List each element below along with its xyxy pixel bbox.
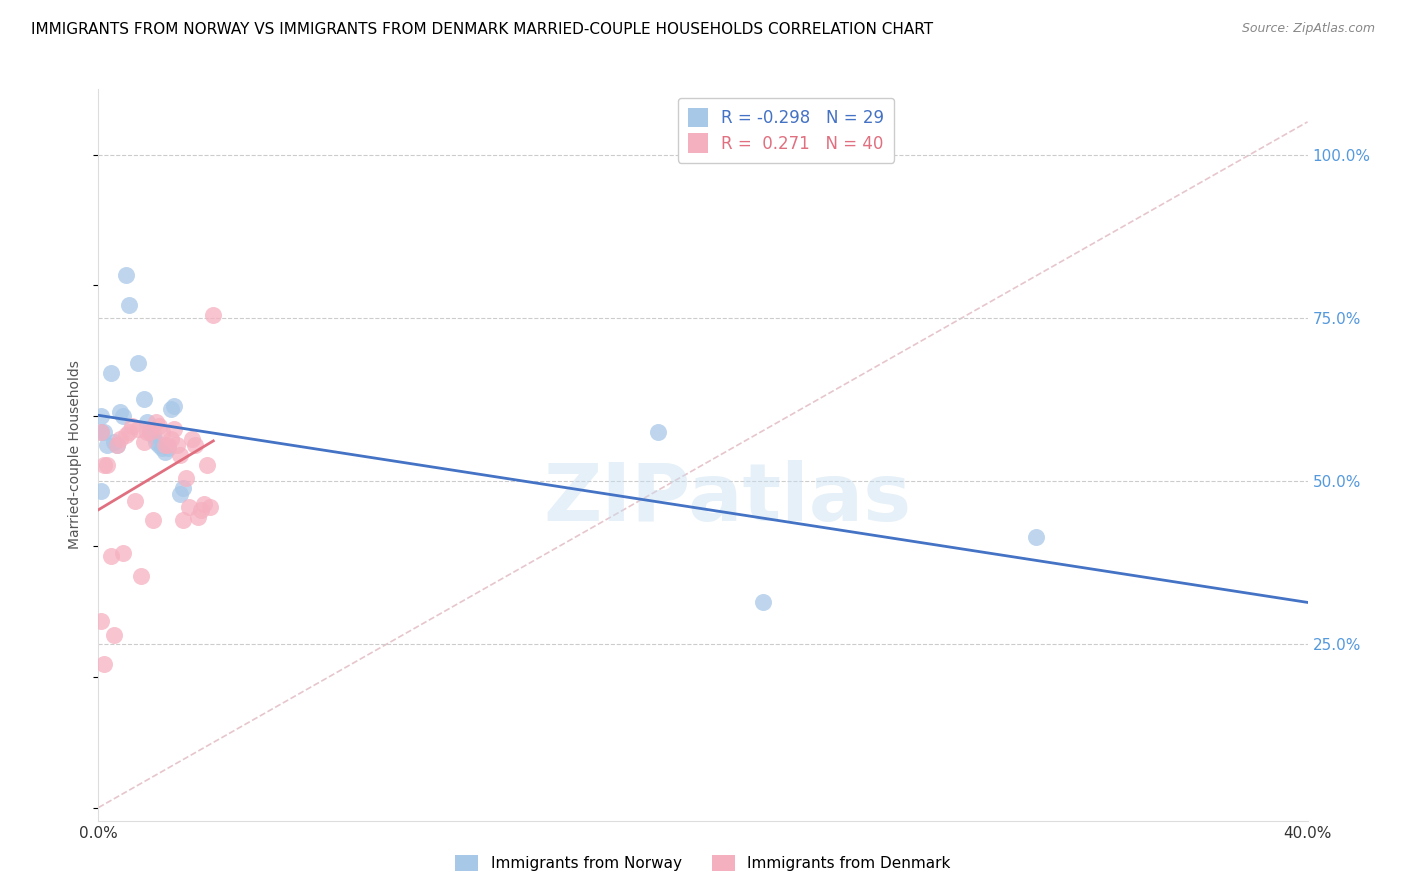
- Point: [129, 568, 152, 582]
- Point: [108, 405, 131, 419]
- Point: [190, 503, 212, 517]
- Point: [135, 425, 157, 439]
- Point: [179, 500, 201, 515]
- Text: Source: ZipAtlas.com: Source: ZipAtlas.com: [1241, 22, 1375, 36]
- Point: [752, 595, 775, 609]
- Point: [156, 438, 179, 452]
- Text: IMMIGRANTS FROM NORWAY VS IMMIGRANTS FROM DENMARK MARRIED-COUPLE HOUSEHOLDS CORR: IMMIGRANTS FROM NORWAY VS IMMIGRANTS FRO…: [31, 22, 934, 37]
- Point: [118, 425, 141, 439]
- Point: [150, 425, 173, 439]
- Point: [124, 493, 146, 508]
- Point: [139, 425, 162, 439]
- Point: [111, 409, 134, 423]
- Point: [114, 428, 136, 442]
- Point: [647, 425, 669, 439]
- Point: [93, 425, 115, 439]
- Point: [127, 422, 149, 436]
- Point: [163, 422, 186, 436]
- Point: [139, 425, 162, 439]
- Point: [105, 438, 128, 452]
- Point: [111, 546, 134, 560]
- Point: [121, 418, 143, 433]
- Point: [132, 434, 155, 449]
- Point: [127, 356, 149, 371]
- Point: [142, 428, 165, 442]
- Point: [96, 458, 118, 472]
- Point: [174, 471, 197, 485]
- Point: [153, 438, 176, 452]
- Point: [181, 432, 204, 446]
- Point: [145, 415, 167, 429]
- Point: [96, 438, 118, 452]
- Point: [166, 438, 188, 452]
- Text: ZIPatlas: ZIPatlas: [543, 459, 911, 538]
- Point: [195, 458, 218, 472]
- Point: [184, 438, 207, 452]
- Point: [172, 481, 194, 495]
- Point: [105, 438, 128, 452]
- Point: [200, 500, 222, 515]
- Point: [1024, 530, 1046, 544]
- Point: [156, 442, 179, 456]
- Point: [148, 438, 170, 452]
- Point: [187, 510, 209, 524]
- Legend: R = -0.298   N = 29, R =  0.271   N = 40: R = -0.298 N = 29, R = 0.271 N = 40: [678, 97, 894, 162]
- Point: [148, 418, 170, 433]
- Point: [132, 392, 155, 407]
- Point: [103, 627, 125, 641]
- Point: [169, 448, 191, 462]
- Point: [145, 434, 167, 449]
- Point: [160, 402, 183, 417]
- Point: [100, 549, 122, 563]
- Point: [114, 268, 136, 283]
- Point: [103, 434, 125, 449]
- Point: [90, 483, 112, 498]
- Point: [93, 657, 115, 671]
- Point: [169, 487, 191, 501]
- Point: [90, 425, 112, 439]
- Legend: Immigrants from Norway, Immigrants from Denmark: Immigrants from Norway, Immigrants from …: [450, 849, 956, 877]
- Point: [160, 432, 183, 446]
- Point: [163, 399, 186, 413]
- Point: [90, 425, 112, 439]
- Point: [108, 432, 131, 446]
- Point: [202, 308, 225, 322]
- Point: [142, 513, 165, 527]
- Point: [90, 615, 112, 629]
- Point: [172, 513, 194, 527]
- Point: [193, 497, 215, 511]
- Point: [135, 415, 157, 429]
- Point: [150, 442, 173, 456]
- Point: [93, 458, 115, 472]
- Point: [118, 298, 141, 312]
- Y-axis label: Married-couple Households: Married-couple Households: [69, 360, 83, 549]
- Point: [100, 366, 122, 380]
- Point: [153, 444, 176, 458]
- Point: [90, 409, 112, 423]
